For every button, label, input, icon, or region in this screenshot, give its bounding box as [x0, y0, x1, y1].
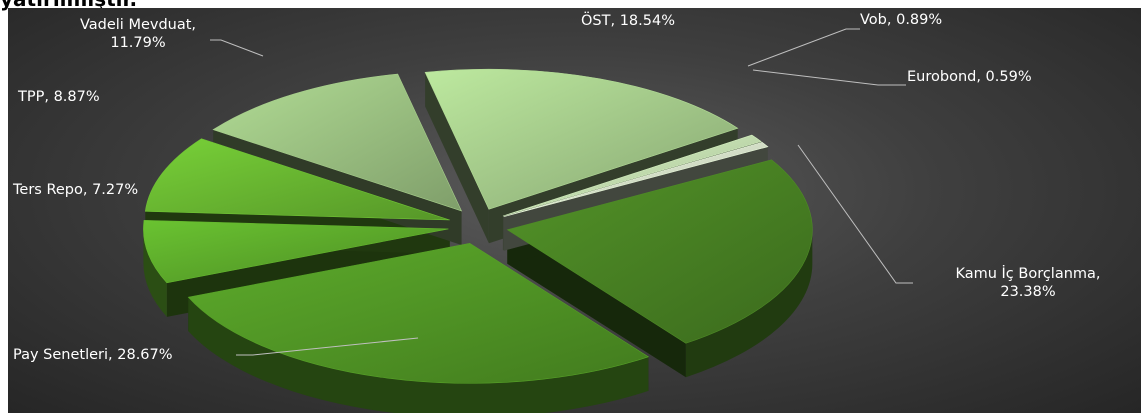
slice-cut-face-0-1 [507, 229, 686, 378]
data-label-2: Ters Repo, 7.27% [12, 182, 138, 198]
labels-layer: Kamu İç Borçlanma, 23.38% Pay Senetleri, 2… [12, 11, 1101, 363]
slice-vob [502, 134, 762, 217]
slice-tpp [144, 138, 450, 221]
leader-line-0 [797, 144, 913, 284]
slice-vadeli-mevduat [212, 73, 463, 212]
slice-pay-senetleri [187, 243, 650, 384]
leader-line-1 [236, 337, 419, 356]
slice-kamu-i-bor-lanma [506, 159, 813, 344]
data-label-3: TPP, 8.87% [17, 89, 100, 105]
slice--st [424, 68, 739, 210]
pie-chart-area: Kamu İç Borçlanma, 23.38% Pay Senetleri, 2… [8, 8, 1141, 413]
slice-cut-face-5-0 [425, 72, 489, 244]
data-label-4: Vadeli Mevduat, 11.79% [80, 17, 196, 51]
cutoff-body-text: yatırılmıştır. [0, 0, 137, 11]
data-label-7: Eurobond, 0.59% [907, 69, 1032, 85]
leader-line-4 [210, 39, 264, 57]
leader-line-7 [752, 69, 906, 86]
data-label-6: Vob, 0.89% [860, 12, 942, 28]
slice-side-1 [188, 297, 649, 413]
slice-side-0 [685, 229, 813, 378]
data-label-5: ÖST, 18.54% [581, 11, 675, 29]
data-label-0: Kamu İç Borçlanma, 23.38% [955, 264, 1100, 300]
leader-line-6 [747, 28, 860, 67]
pie-chart: Kamu İç Borçlanma, 23.38% Pay Senetleri, 2… [12, 11, 1101, 413]
slice-ters-repo [143, 220, 449, 284]
slice-tops-layer [143, 68, 813, 384]
leader-lines-layer [210, 28, 913, 356]
slice-side-2 [143, 228, 167, 317]
data-label-1: Pay Senetleri, 28.67% [13, 347, 173, 363]
slice-eurobond [503, 141, 769, 218]
